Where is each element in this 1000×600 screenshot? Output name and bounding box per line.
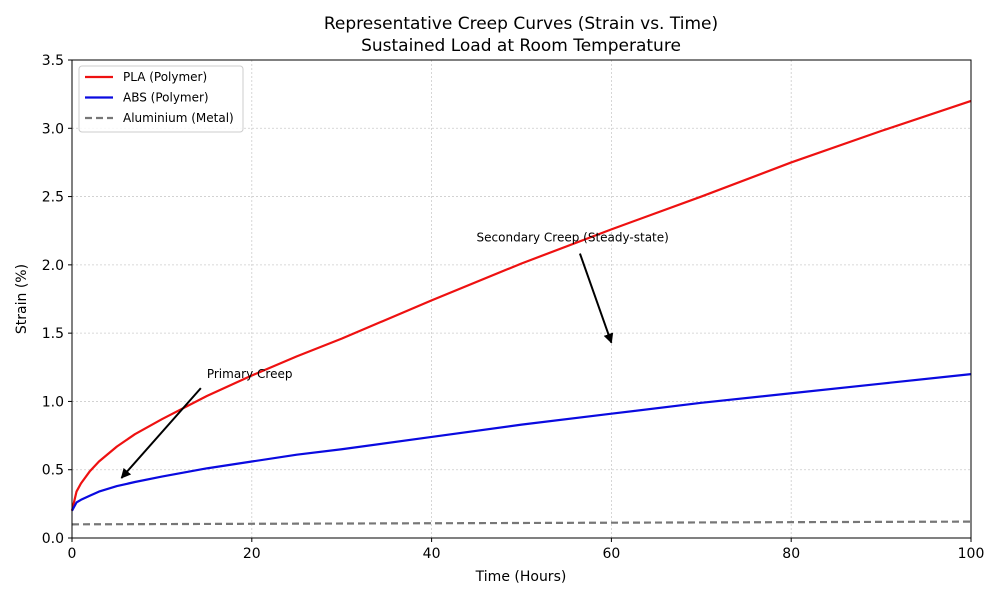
x-tick-label: 60: [602, 546, 620, 562]
x-tick-label: 0: [68, 546, 77, 562]
legend-label-2: Aluminium (Metal): [123, 111, 234, 125]
plot-area-frame: [71, 59, 972, 539]
x-tick-label: 80: [782, 546, 800, 562]
annotations: Primary Creep Secondary Creep (Steady-sta…: [120, 231, 669, 479]
chart-title: Representative Creep Curves (Strain vs. …: [324, 14, 718, 34]
y-tick-label: 3.5: [42, 53, 64, 69]
y-tick-label: 3.0: [42, 121, 64, 137]
series-line-2: [71, 520, 972, 526]
y-tick-label: 0.5: [42, 463, 64, 479]
legend-box: [78, 65, 244, 133]
annotation-text-0: Primary Creep: [207, 367, 293, 381]
chart-subtitle: Sustained Load at Room Temperature: [361, 36, 681, 56]
series-line-0: [70, 99, 972, 511]
x-tick-label: 40: [423, 546, 441, 562]
annotation-text-1: Secondary Creep (Steady-state): [477, 231, 669, 245]
y-tick-label: 2.5: [42, 190, 64, 206]
y-tick-label: 2.0: [42, 258, 64, 274]
x-tick-label: 100: [958, 546, 985, 562]
axis-ticks: 0 20 40 60 80 100 0.0 0.5 1.0 1.5 2.0 2.5 3.0 3.5: [42, 53, 985, 562]
y-tick-label: 1.0: [42, 394, 64, 410]
annotation-arrow-1: [578, 253, 614, 344]
annotation-arrow-0: [120, 387, 202, 479]
legend-label-0: PLA (Polymer): [123, 70, 207, 84]
series-line-1: [71, 373, 972, 512]
y-tick-label: 0.0: [42, 531, 64, 547]
y-tick-label: 1.5: [42, 326, 64, 342]
legend: PLA (Polymer) ABS (Polymer) Aluminium (Met…: [78, 65, 244, 133]
y-axis-label: Strain (%): [14, 264, 30, 334]
legend-label-1: ABS (Polymer): [123, 91, 209, 105]
x-axis-label: Time (Hours): [475, 569, 567, 585]
series-lines: [70, 99, 972, 526]
x-tick-label: 20: [243, 546, 261, 562]
